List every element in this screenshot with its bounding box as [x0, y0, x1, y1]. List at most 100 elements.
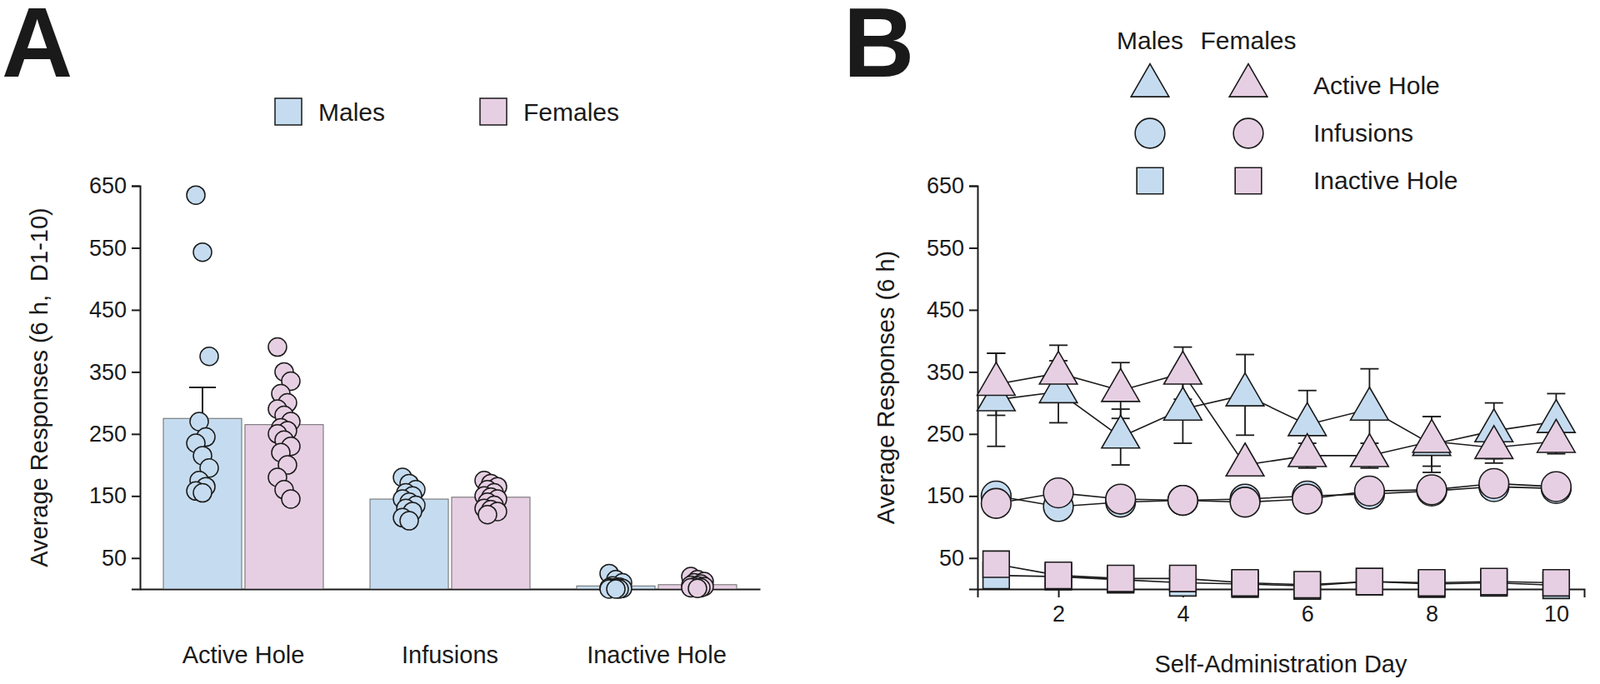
panel-label: A [1, 0, 73, 98]
panel-b: B50150250350450550650246810Average Respo… [843, 0, 1585, 678]
data-marker [1480, 568, 1508, 595]
series-line [995, 564, 1556, 585]
data-marker [1170, 565, 1197, 593]
data-point [193, 484, 212, 503]
data-point [193, 243, 212, 262]
error-cap [1049, 344, 1068, 346]
data-marker [1355, 476, 1385, 507]
x-tick-label: 8 [1425, 601, 1439, 627]
error-cap [1235, 354, 1255, 356]
error-cap [1422, 415, 1441, 418]
error-cap [1422, 415, 1441, 418]
x-tick: 2 [1052, 589, 1065, 627]
y-tick: 550 [89, 235, 140, 261]
x-tick: Active Hole [182, 641, 305, 669]
data-marker [1412, 419, 1451, 452]
y-tick: 450 [89, 297, 140, 323]
y-tick-label: 250 [89, 421, 127, 447]
legend-header: Females [1200, 26, 1296, 55]
data-marker [1292, 484, 1323, 515]
data-marker [1231, 570, 1259, 597]
data-marker [1479, 469, 1510, 500]
error-cap [986, 352, 1005, 355]
panel-a: A50150250350450550650Average Responses (… [1, 0, 761, 669]
y-axis-title: Average Responses (6 h, D1-10) [25, 207, 53, 567]
data-marker [1039, 351, 1078, 385]
data-marker [1168, 485, 1199, 516]
y-tick-label: 150 [89, 483, 127, 509]
bar [163, 418, 242, 590]
y-tick: 550 [926, 235, 978, 261]
y-tick-label: 550 [926, 235, 965, 261]
series-line [995, 483, 1556, 504]
bar [370, 499, 449, 590]
data-point [200, 347, 219, 366]
error-cap [1111, 464, 1130, 466]
y-tick-label: 350 [926, 360, 965, 385]
x-tick-label: Inactive Hole [586, 641, 727, 669]
error-cap [1546, 393, 1565, 395]
error-cap [1485, 462, 1504, 465]
legend: Males Females [275, 98, 620, 126]
x-axis: Active Hole Infusions Inactive Hole [140, 590, 761, 669]
y-axis: 50150250350450550650 [926, 173, 979, 590]
data-marker [1101, 368, 1140, 401]
data-point [688, 579, 707, 598]
y-tick-mark [969, 557, 978, 560]
y-tick: 650 [926, 173, 978, 199]
legend-label: Females [523, 98, 620, 126]
y-tick-label: 650 [926, 173, 965, 199]
legend-swatch [480, 98, 507, 125]
x-axis-title: Self-Administration Day [1155, 650, 1408, 678]
y-tick-mark [969, 309, 978, 311]
y-tick-mark [131, 247, 140, 250]
y-axis: 50150250350450550650 [89, 173, 141, 590]
x-tick-label: 2 [1052, 601, 1065, 627]
legend-marker [1136, 167, 1164, 195]
x-tick-label: 10 [1544, 601, 1570, 627]
error-cap [1111, 361, 1130, 364]
legend-item: Males [275, 98, 385, 126]
bars [163, 387, 737, 590]
data-marker [1537, 419, 1576, 452]
x-tick-label: Infusions [401, 641, 499, 669]
data-marker [1105, 484, 1136, 515]
legend-label: Infusions [1313, 119, 1414, 147]
data-marker [1288, 434, 1327, 467]
data-point [281, 490, 300, 509]
y-tick: 450 [926, 297, 978, 323]
legend-marker [1233, 118, 1264, 149]
legend-header: Males [1116, 26, 1184, 55]
points [186, 185, 714, 599]
data-marker [1350, 387, 1390, 420]
y-tick-mark [131, 185, 140, 188]
error-cap [1173, 346, 1192, 349]
y-tick: 650 [89, 173, 140, 199]
data-point [268, 338, 287, 357]
data-marker [1101, 415, 1140, 448]
y-tick: 350 [89, 360, 140, 385]
error-cap [1235, 434, 1255, 436]
error-cap [986, 415, 1005, 417]
x-tick: Infusions [401, 641, 499, 669]
legend-marker [1135, 118, 1165, 149]
error-cap [1360, 368, 1379, 370]
error-cap [1173, 442, 1192, 445]
y-tick: 50 [939, 545, 978, 571]
data-marker [1164, 351, 1203, 385]
data-point [478, 505, 497, 525]
error-cap [986, 352, 1005, 355]
data-marker [1356, 568, 1384, 595]
data-marker [1294, 571, 1321, 599]
y-tick-mark [131, 557, 140, 560]
data-marker [1045, 562, 1072, 590]
y-axis-line [969, 186, 979, 590]
data-marker [1230, 487, 1260, 518]
data-marker [1416, 475, 1447, 505]
error-cap [1546, 453, 1565, 455]
y-axis-line [131, 186, 141, 590]
legend-label: Males [318, 98, 385, 126]
error-bars [986, 345, 1565, 588]
y-tick-label: 150 [926, 483, 965, 509]
y-tick-mark [131, 371, 140, 374]
